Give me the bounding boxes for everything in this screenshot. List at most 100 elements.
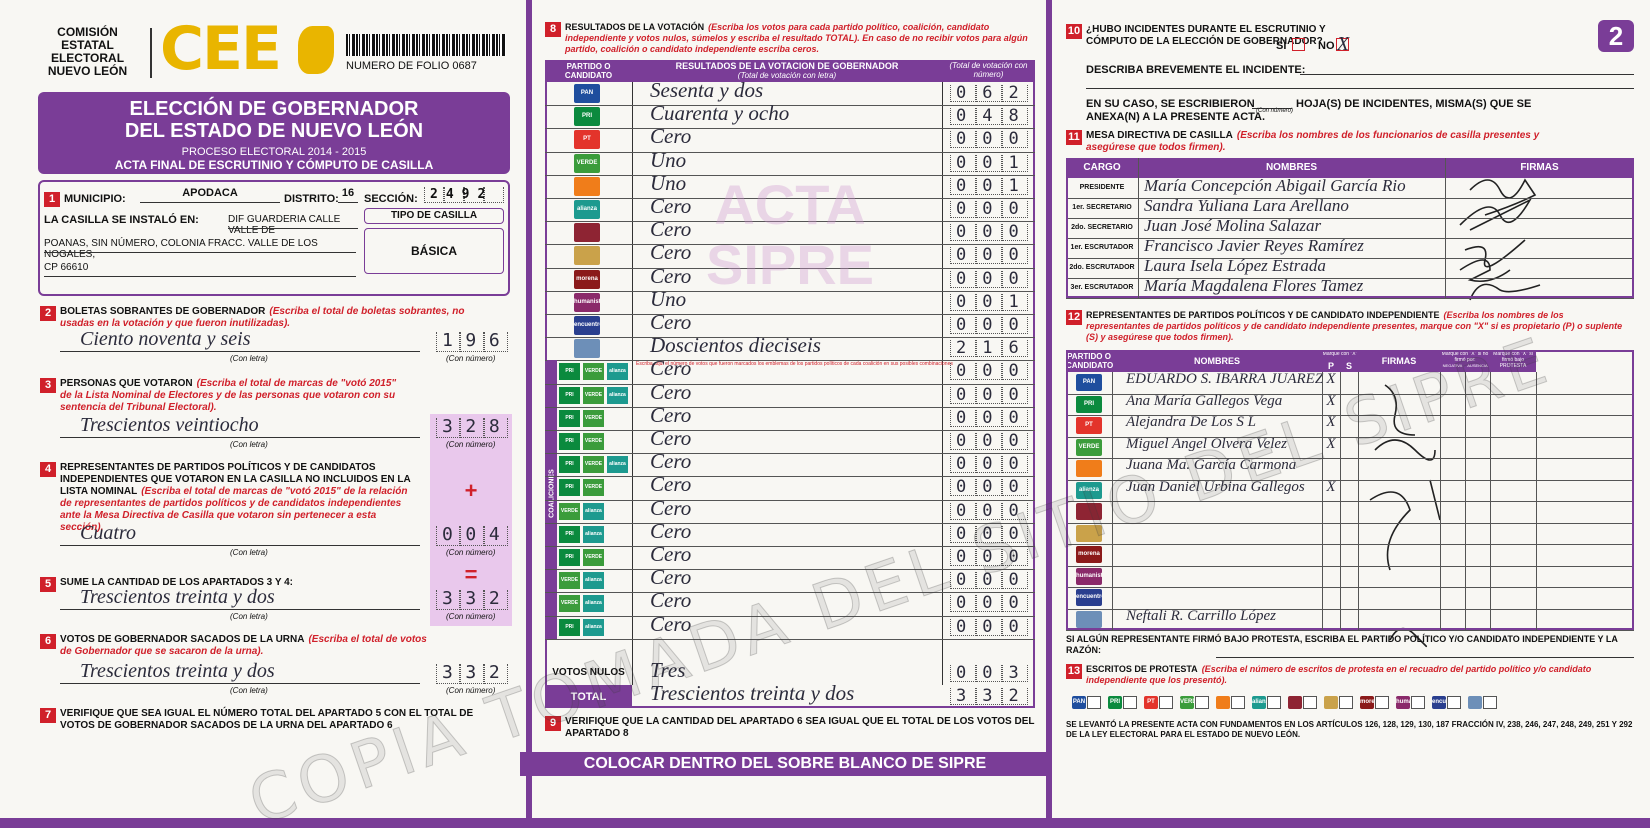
rule (1300, 74, 1634, 75)
label: TIPO DE CASILLA (364, 208, 504, 224)
number-cell (976, 595, 1002, 613)
column-rule (1358, 372, 1359, 630)
party-logo: alianza (607, 386, 628, 404)
section-number: 1 (44, 192, 60, 207)
number-cell (1002, 317, 1028, 334)
row-label: TOTAL (570, 691, 607, 704)
rule (545, 105, 1035, 107)
party-logo: morena (1076, 546, 1102, 563)
handwritten-name: EDUARDO S. IBARRA JUAREZ (1126, 371, 1324, 387)
field-value: APODACA (182, 187, 238, 199)
protest-count-box (1087, 696, 1101, 709)
label: DISTRITO: (284, 193, 339, 205)
number-cell (950, 572, 976, 590)
cargo: 1er. SECRETARIO (1072, 204, 1132, 211)
column-rule (1138, 158, 1139, 298)
section-heading: SUME LA CANTIDAD DE LOS APARTADOS 3 Y 4: (60, 577, 340, 589)
party-logo: PAN (1076, 374, 1102, 391)
rule (60, 545, 420, 546)
party-logo: PT (1076, 417, 1102, 434)
column-header: Marque con "X" si firmó bajo (1493, 351, 1533, 363)
rule (60, 437, 420, 438)
caption: (Con número) (446, 612, 496, 621)
section-title: MESA DIRECTIVA DE CASILLA (1086, 130, 1233, 141)
officials-table (1066, 158, 1634, 298)
column-header: CARGO (1083, 162, 1121, 173)
rule (545, 522, 1035, 524)
number-cell (976, 688, 1002, 706)
main-title: DEL ESTADO DE NUEVO LEÓN (124, 120, 424, 142)
number-cell (1002, 131, 1028, 149)
rule (545, 128, 1035, 130)
handwritten-letter: Cero (650, 611, 692, 636)
org-name: ELECTORAL (50, 51, 125, 65)
check-mark: X (1326, 478, 1336, 495)
handwritten-number: 000 (956, 500, 1035, 521)
number-cell (976, 340, 1002, 358)
number-cell (444, 187, 464, 203)
party-logo: PRI (1108, 696, 1122, 709)
coalition-label: COALICIONES (548, 469, 556, 519)
number-cell (1002, 456, 1028, 474)
handwritten-number: 216 (956, 338, 1035, 359)
number-cell (976, 224, 1002, 242)
handwritten-name: Juan Daniel Urbina Gallegos (1126, 478, 1305, 495)
rule (1066, 258, 1634, 259)
handwritten-letter: Cero (650, 402, 692, 427)
handwritten-letter: Cero (650, 426, 692, 450)
number-cell (1002, 479, 1028, 497)
column-header: NOMBRES (1265, 162, 1318, 173)
section-title: REPRESENTANTES DE PARTIDOS POLÍTICOS Y D… (1086, 310, 1440, 320)
number-cell (950, 201, 976, 218)
cargo: 2do. ESCRUTADOR (1069, 264, 1135, 271)
party-logo (574, 246, 600, 266)
number-cell (1002, 525, 1028, 543)
handwritten-letter: Ciento noventa y seis (80, 328, 251, 350)
section-number: 13 (1066, 664, 1082, 679)
row-label: VOTOS NULOS (552, 667, 625, 678)
handwritten-number: 000 (956, 199, 1035, 219)
label: MUNICIPIO: (64, 193, 126, 205)
party-logo: alianza (583, 618, 604, 636)
number-cell (1002, 224, 1028, 242)
handwritten-letter: Cero (650, 310, 692, 334)
number-cell (950, 502, 976, 520)
rule (338, 202, 358, 203)
column-rule (1112, 372, 1113, 630)
number-cell (976, 479, 1002, 497)
section-heading: VERIFIQUE QUE SEA IGUAL EL NÚMERO TOTAL … (60, 708, 480, 732)
logo: CEE (160, 14, 282, 84)
section-note: (Escriba el total de marcas de "votó 201… (60, 486, 408, 533)
handwritten-letter: Cero (650, 518, 692, 543)
handwritten-letter: Cero (650, 240, 692, 265)
handwritten-letter: Cero (650, 194, 692, 218)
column-header: NEGATIVA (1442, 363, 1463, 368)
protest-count-box (1483, 696, 1497, 709)
number-cell (976, 665, 1002, 682)
caption: (Con número) (446, 440, 496, 449)
section-number: 9 (545, 716, 561, 731)
rule (1066, 565, 1634, 567)
number-cell (950, 386, 976, 404)
handwritten-number: 328 (442, 416, 513, 437)
party-logo: humanista (574, 292, 600, 312)
handwritten-number: 000 (956, 523, 1035, 544)
rule (1066, 479, 1634, 481)
party-logo: PRI (559, 479, 580, 497)
number-cell (436, 590, 460, 610)
number-cell (976, 549, 1002, 566)
number-cell (950, 456, 976, 474)
section-heading: MESA DIRECTIVA DE CASILLA (Escriba los no… (1086, 130, 1546, 154)
party-logo: PRI (574, 107, 600, 127)
handwritten-name: Miguel Angel Olvera Velez (1126, 435, 1287, 452)
number-cell (484, 418, 508, 438)
number-cell (1002, 688, 1028, 706)
caption: (Con letra) (230, 440, 268, 449)
number-cell (1002, 502, 1028, 520)
handwritten-number: 001 (956, 175, 1035, 196)
handwritten-letter: Trescientos treinta y dos (80, 586, 275, 608)
party-logo (1076, 610, 1102, 628)
rule (545, 337, 1035, 339)
party-logo: alianza (583, 502, 604, 520)
rule (545, 383, 1035, 385)
